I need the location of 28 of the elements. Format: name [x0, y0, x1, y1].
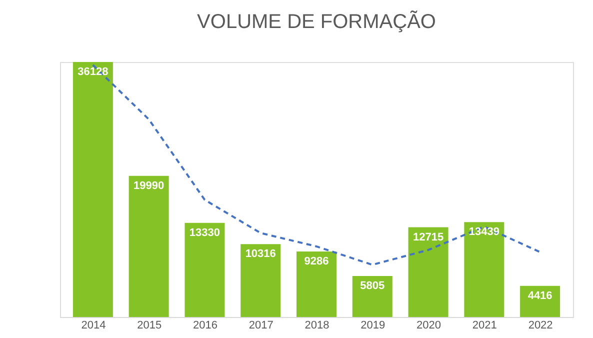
- bar: [72, 62, 113, 317]
- bar: [296, 251, 336, 317]
- x-tick-label: 2017: [248, 320, 274, 332]
- x-tick-label: 2020: [416, 320, 442, 332]
- bar: [128, 176, 169, 317]
- data-label: 9286: [304, 255, 329, 268]
- x-tick-label: 2018: [304, 320, 330, 332]
- data-label: 10316: [245, 248, 276, 260]
- data-label: 4416: [528, 290, 552, 302]
- data-label: 13439: [468, 226, 500, 238]
- data-label: 36128: [78, 66, 108, 78]
- data-label: 19990: [134, 180, 164, 192]
- data-label: 12715: [412, 231, 444, 244]
- chart-title: VOLUME DE FORMAÇÃO: [197, 10, 436, 33]
- x-tick-label: 2016: [192, 320, 218, 332]
- bar: [240, 244, 281, 317]
- data-label: 13330: [189, 226, 220, 239]
- bar: [184, 222, 225, 317]
- bar: [520, 286, 560, 317]
- x-tick-label: 2021: [472, 320, 497, 332]
- x-tick-label: 2022: [528, 320, 553, 332]
- x-tick-label: 2019: [360, 320, 386, 332]
- bar: [408, 227, 448, 317]
- data-label: 5805: [360, 280, 385, 292]
- bar: [352, 276, 392, 317]
- x-tick-label: 2015: [137, 320, 162, 332]
- x-tick-label: 2014: [81, 320, 106, 332]
- bar: [464, 222, 504, 317]
